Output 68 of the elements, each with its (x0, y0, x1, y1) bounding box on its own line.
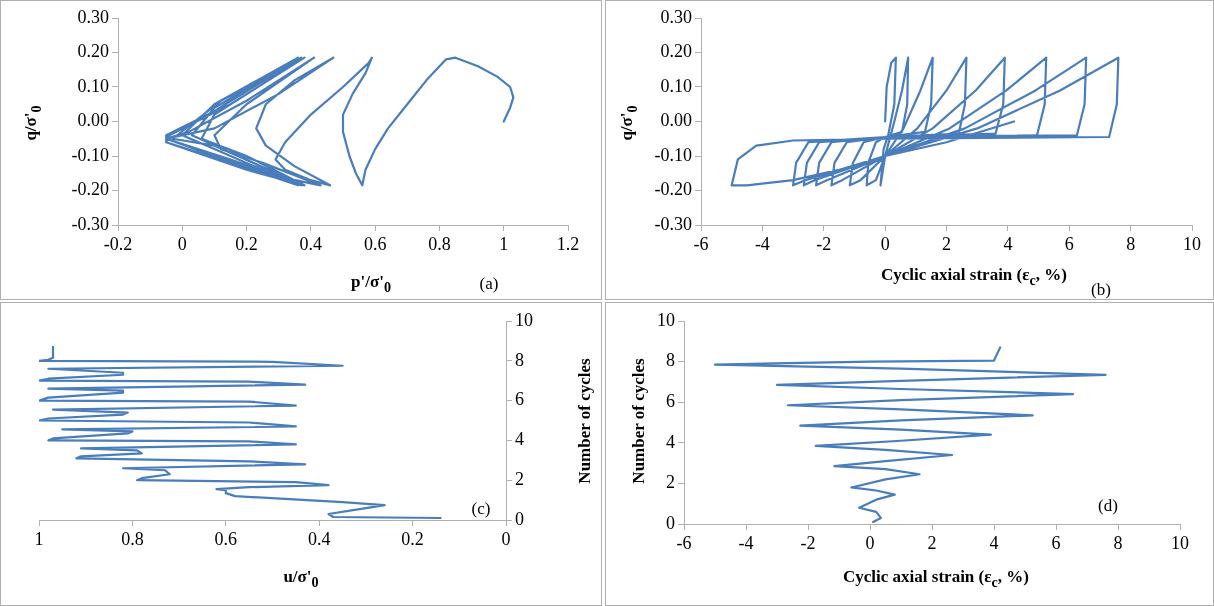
x-tick-label: -4 (754, 233, 770, 254)
y-tick-label: 0.30 (660, 6, 692, 27)
annotation: (d) (1098, 496, 1118, 516)
y-tick-label: 0.20 (77, 41, 109, 62)
y-tick-label: 2 (515, 468, 524, 489)
y-tick-label: -0.20 (654, 179, 692, 200)
y-tick-label: -0.30 (71, 213, 109, 234)
x-tick-label: 10 (1183, 233, 1201, 254)
x-tick-label: 0 (501, 528, 511, 549)
y-tick-label: -0.30 (654, 213, 692, 234)
x-tick-label: -6 (693, 233, 709, 254)
text: (b) (1091, 280, 1111, 300)
x-tick-label: 0.8 (428, 233, 451, 254)
x-tick-label: 1 (499, 233, 509, 254)
x-tick-label: 0 (865, 532, 875, 553)
x-tick-label: 0.6 (214, 528, 238, 549)
x-tick-label: -4 (738, 532, 754, 553)
x-tick-label: -2 (816, 233, 832, 254)
x-tick-label: 4 (1003, 233, 1013, 254)
y-axis-title: Number of cycles (575, 358, 595, 484)
y-tick-label: 2 (666, 472, 675, 493)
y-tick-label: 4 (515, 429, 524, 450)
y-tick-label: -0.10 (654, 144, 692, 165)
x-axis-title: Cyclic axial strain (ε$_{c}$, %) (881, 265, 1067, 289)
y-tick-label: 8 (515, 349, 524, 370)
y-tick-label: 4 (666, 431, 675, 452)
x-tick-label: 8 (1113, 532, 1123, 553)
y-tick-label: 6 (666, 390, 675, 411)
x-tick-label: 0 (880, 233, 890, 254)
y-tick-label: -0.10 (71, 144, 109, 165)
y-tick-label: 0.10 (660, 75, 692, 96)
text: (a) (479, 274, 499, 294)
x-tick-label: 0.4 (307, 528, 331, 549)
y-tick-label: 0.00 (660, 110, 692, 131)
y-tick-label: -0.20 (71, 179, 109, 200)
y-tick-label: 0.20 (660, 41, 692, 62)
y-tick-label: 8 (666, 350, 675, 371)
y-tick-label: 0.10 (77, 75, 109, 96)
x-tick-label: 4 (989, 532, 999, 553)
y-tick-label: 0 (515, 508, 524, 529)
y-tick-label: 6 (515, 389, 524, 410)
x-axis-title: u/σ'$_{0}$ (283, 567, 319, 591)
x-tick-label: 6 (1064, 233, 1074, 254)
x-axis-title: p'/σ'$_{0}$ (351, 272, 391, 296)
x-tick-label: 0.6 (363, 233, 387, 254)
annotation: (c) (471, 499, 491, 519)
x-tick-label: 2 (942, 233, 951, 254)
y-tick-label: 10 (657, 309, 675, 330)
x-tick-label: 10 (1171, 532, 1189, 553)
y-tick-label: 10 (515, 309, 533, 330)
x-tick-label: 2 (927, 532, 937, 553)
x-tick-label: -2 (800, 532, 816, 553)
x-axis-title: Cyclic axial strain (ε$_{c}$, %) (843, 567, 1029, 591)
x-tick-label: 0.2 (401, 528, 424, 549)
x-tick-label: 1 (34, 528, 44, 549)
x-tick-label: 8 (1126, 233, 1136, 254)
x-tick-label: -6 (676, 532, 692, 553)
x-tick-label: 0.8 (121, 528, 144, 549)
x-tick-label: 0 (177, 233, 187, 254)
x-tick-label: 1.2 (556, 233, 580, 254)
y-tick-label: 0.30 (77, 6, 109, 27)
y-axis-title: Number of cycles (629, 358, 649, 484)
x-tick-label: 6 (1051, 532, 1061, 553)
x-tick-label: -0.2 (103, 233, 133, 254)
x-tick-label: 0.2 (235, 233, 258, 254)
x-tick-label: 0.4 (299, 233, 323, 254)
y-tick-label: 0 (666, 512, 675, 533)
y-tick-label: 0.00 (77, 110, 109, 131)
